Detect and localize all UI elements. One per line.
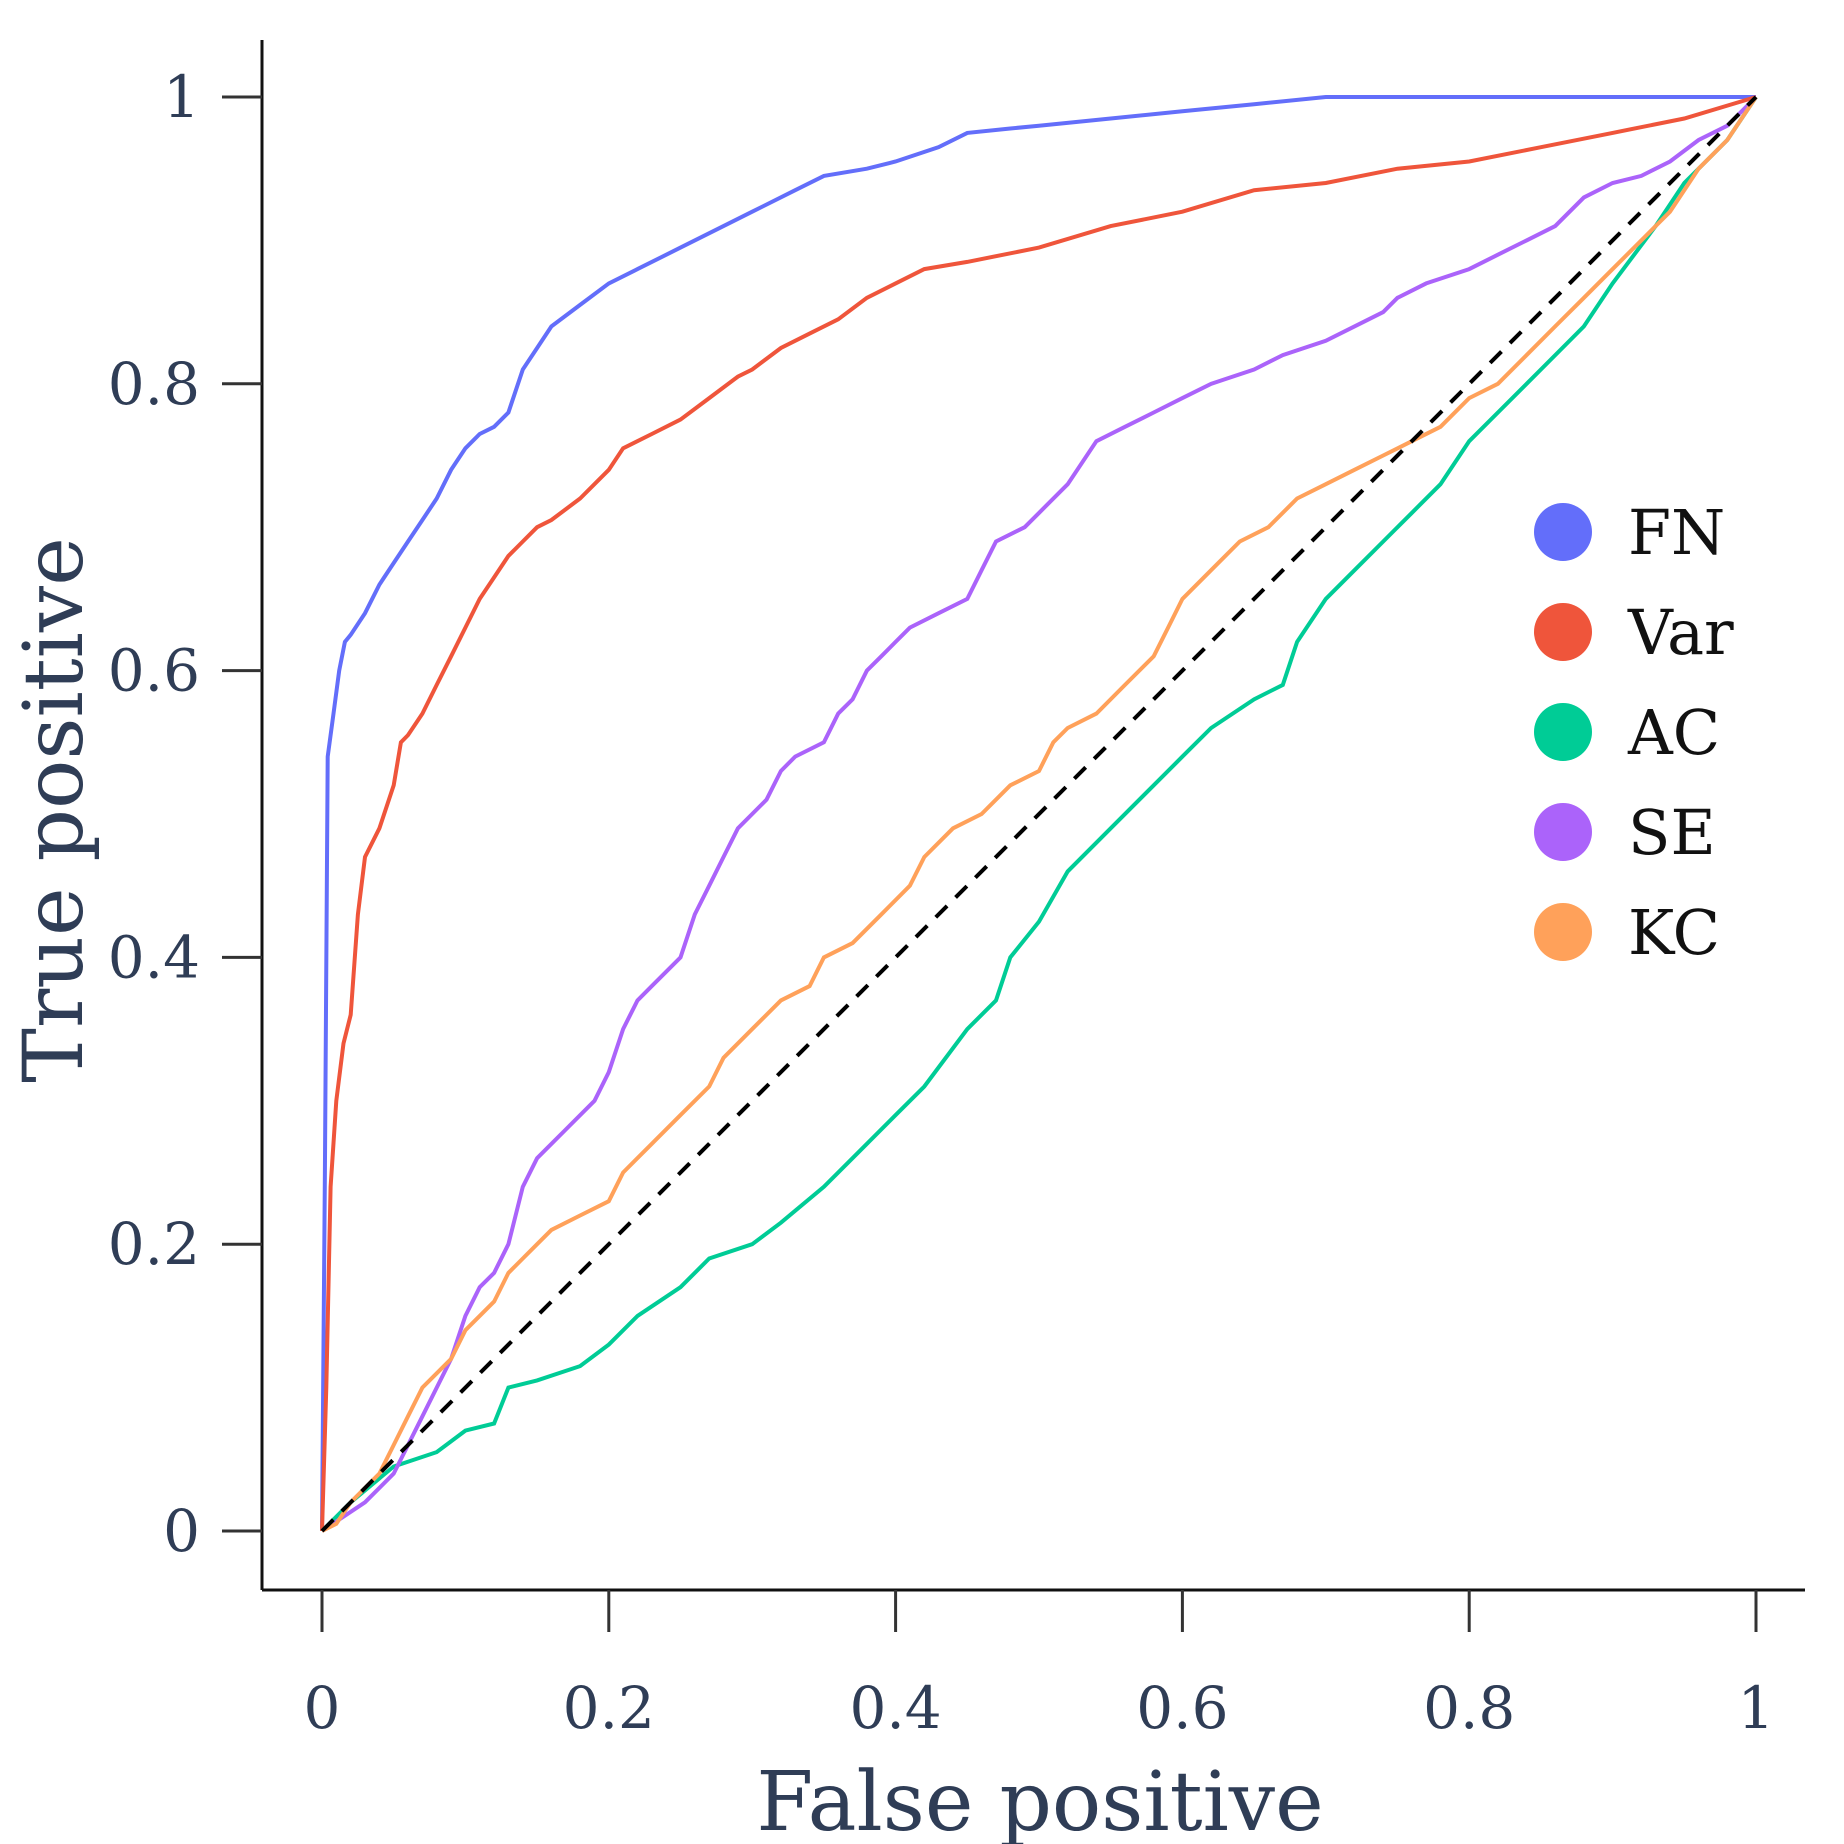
y-axis-title: True positive — [7, 537, 102, 1083]
legend-label-var: Var — [1627, 596, 1734, 669]
legend: FN Var AC SE KC — [1534, 496, 1734, 969]
reference-diagonal-line — [320, 95, 1758, 1533]
legend-marker-fn — [1534, 503, 1592, 561]
x-tick-label: 0 — [304, 1674, 341, 1742]
legend-label-kc: KC — [1628, 896, 1720, 969]
y-tick-label: 1 — [163, 63, 200, 131]
legend-marker-ac — [1534, 703, 1592, 761]
x-axis-title: False positive — [756, 1755, 1323, 1844]
y-tick-label: 0.4 — [108, 923, 200, 991]
y-tick-label: 0.6 — [108, 637, 200, 705]
legend-marker-se — [1534, 803, 1592, 861]
legend-marker-kc — [1534, 903, 1592, 961]
x-tick-label: 0.8 — [1423, 1674, 1515, 1742]
series-line-se — [320, 95, 1758, 1533]
legend-label-ac: AC — [1627, 696, 1720, 769]
series-line-ac — [320, 95, 1758, 1533]
legend-label-se: SE — [1628, 796, 1716, 869]
y-tick-label: 0 — [163, 1497, 200, 1565]
axes — [260, 40, 1805, 1592]
series-line-fn — [320, 95, 1756, 1532]
series-line-kc — [321, 95, 1758, 1533]
x-tick-label: 0.4 — [849, 1674, 941, 1742]
y-tick-label: 0.2 — [108, 1210, 200, 1278]
x-tick-label: 0.6 — [1136, 1674, 1228, 1742]
x-tick-label: 1 — [1738, 1674, 1775, 1742]
series-lines — [320, 95, 1758, 1533]
legend-marker-var — [1534, 603, 1592, 661]
x-tick-label: 0.2 — [563, 1674, 655, 1742]
legend-label-fn: FN — [1628, 496, 1725, 569]
ticks: 0 0.2 0.4 0.6 0.8 1 0 0.2 0.4 0.6 0.8 1 — [108, 63, 1775, 1742]
y-tick-label: 0.8 — [108, 350, 200, 418]
series-line-var — [320, 95, 1757, 1532]
